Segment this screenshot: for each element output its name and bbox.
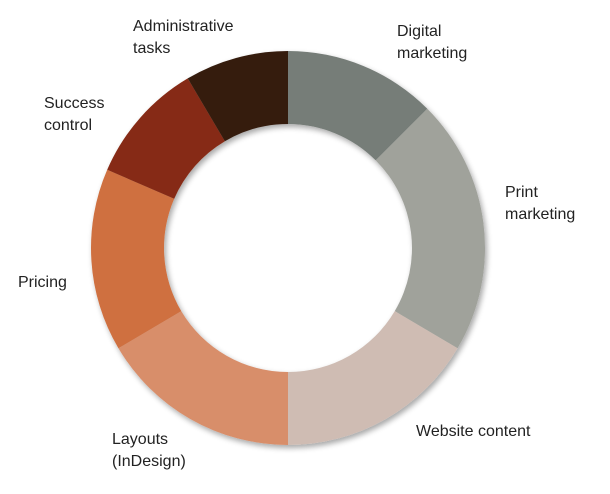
slice-label-4-line-0: Pricing xyxy=(18,274,67,291)
slice-label-0: Digital marketing xyxy=(397,23,467,62)
slice-label-0-line-1: marketing xyxy=(397,45,467,62)
donut-slice-0 xyxy=(288,51,428,161)
slice-label-3-line-0: Layouts xyxy=(112,431,168,448)
slice-label-0-line-0: Digital xyxy=(397,23,441,40)
slice-label-6: Administrative tasks xyxy=(133,18,234,57)
donut-slice-1 xyxy=(375,108,485,349)
slice-label-2: Website content xyxy=(416,423,531,440)
slice-label-5: Success control xyxy=(44,95,104,134)
donut-slice-6 xyxy=(187,51,288,142)
donut-slice-3 xyxy=(118,311,288,445)
slice-label-5-line-0: Success xyxy=(44,95,104,112)
slice-label-4: Pricing xyxy=(18,274,67,291)
slice-label-3-line-1: (InDesign) xyxy=(112,453,186,470)
slice-label-1-line-1: marketing xyxy=(505,206,575,223)
slice-label-6-line-0: Administrative xyxy=(133,18,234,35)
donut-slice-5 xyxy=(107,78,225,199)
donut-slice-2 xyxy=(288,311,458,445)
slice-label-5-line-1: control xyxy=(44,117,92,134)
slice-label-1-line-0: Print xyxy=(505,184,538,201)
donut-slice-4 xyxy=(91,169,182,349)
slice-label-3: Layouts (InDesign) xyxy=(112,431,186,470)
slice-label-1: Print marketing xyxy=(505,184,575,223)
slices-group xyxy=(91,51,485,445)
labels-group: Digital marketing Print marketing Website co… xyxy=(18,18,575,470)
slice-label-2-line-0: Website content xyxy=(416,423,531,440)
slice-label-6-line-1: tasks xyxy=(133,40,170,57)
